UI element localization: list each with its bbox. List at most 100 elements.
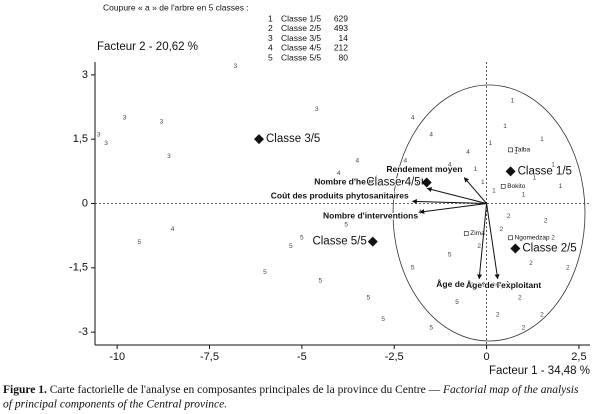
legend-number: 1 [268,13,273,23]
point: 2 [492,282,496,289]
variable-label: Nombre d'heures de travail [314,177,423,187]
point: 5 [367,295,371,302]
variable-arrow [426,187,487,204]
point: 5 [263,269,267,276]
legend-class: Classe 4/5 [281,43,321,53]
point: 1 [511,97,515,104]
point: 4 [466,149,470,156]
point: 4 [337,170,341,177]
x-tick-label: -5 [297,351,307,363]
point: 1 [559,183,563,190]
point: 4 [429,132,433,139]
y-tick-label: 1,5 [73,133,88,145]
point: 2 [518,295,522,302]
point: 2 [544,217,548,224]
y-axis-title: Facteur 2 - 20,62 % [97,41,198,53]
variable-label: Coût des produits phytosanitaires [271,191,409,201]
point: 4 [171,226,175,233]
point: 1 [474,166,478,173]
x-tick-label: 0 [484,351,490,363]
town-label: Talba [515,147,531,154]
point: 2 [507,213,511,220]
town-marker [508,147,513,153]
legend-count: 629 [334,13,348,23]
legend-count: 14 [339,33,349,43]
legend-count: 212 [334,43,348,53]
caption-en-2: of principal components of the Central p… [3,399,227,411]
legend-count: 493 [334,23,348,33]
y-tick-label: -1,5 [69,262,88,274]
point: 5 [455,299,459,306]
point: 3 [160,119,164,126]
legend-number: 3 [268,33,273,43]
point: 5 [411,265,415,272]
variable-arrow [477,203,488,280]
legend-number: 5 [268,52,273,62]
y-tick-label: 3 [82,69,88,81]
class-centroid [510,243,521,254]
variable-arrow [419,203,487,215]
town-marker [500,184,506,189]
x-tick-label: -7,5 [200,351,219,363]
variable-arrow [486,203,500,280]
variable-arrow [463,177,487,204]
point: 1 [503,123,507,130]
point: 3 [104,140,108,147]
x-tick-label: -10 [109,351,125,363]
point: 3 [167,153,171,160]
caption-line-1: Figure 1. Carte factorielle de l'analyse… [3,384,579,396]
point: 1 [522,192,526,199]
point: 1 [492,187,496,194]
town-marker [508,235,513,241]
legend-number: 2 [268,23,273,33]
point: 4 [355,157,359,164]
caption-fr: Carte factorielle de l'analyse en compos… [50,384,441,396]
point: 2 [529,260,533,267]
class-label: Classe 3/5 [266,133,320,145]
legend-class: Classe 3/5 [281,33,321,43]
x-axis-title: Facteur 1 - 34,48 % [489,365,590,377]
point: 5 [319,277,323,284]
point: 5 [138,239,142,246]
variable-label: Âge de l'exploitant [466,279,541,290]
point: 3 [315,106,319,113]
class-centroid [505,166,516,177]
point: 4 [411,114,415,121]
y-tick-label: -3 [78,326,88,338]
point: 5 [381,316,385,323]
point: 1 [533,174,537,181]
point: 2 [540,312,544,319]
point: 3 [123,114,127,121]
point: 2 [477,243,481,250]
point: 4 [448,162,452,169]
x-tick-label: 2,5 [571,351,586,363]
point: 1 [481,179,485,186]
point: 5 [300,235,304,242]
point: 2 [551,235,555,242]
ellipse [392,84,586,342]
point: 3 [97,132,101,139]
point: 2 [522,325,526,332]
point: 1 [514,149,518,156]
point: 2 [496,312,500,319]
class-label: Classe 1/5 [518,165,572,177]
y-tick-label: 0 [82,197,88,209]
point: 2 [566,265,570,272]
class-label: Classe 4/5 [366,177,420,189]
town-label: Ngomedzap [515,235,550,242]
point: 4 [374,174,378,181]
point: 3 [234,63,238,70]
point: 4 [381,192,385,199]
point: 5 [429,325,433,332]
class-label: Classe 5/5 [312,236,366,248]
legend-count: 80 [339,52,349,62]
point: 1 [540,136,544,143]
point: 1 [551,162,555,169]
variable-label: Rendement moyen [386,164,462,174]
class-centroid [367,236,378,247]
town-marker [463,231,469,236]
point: 4 [403,157,407,164]
variable-label: Nombre d'interventions [323,210,418,220]
x-tick-label: -2,5 [385,351,404,363]
